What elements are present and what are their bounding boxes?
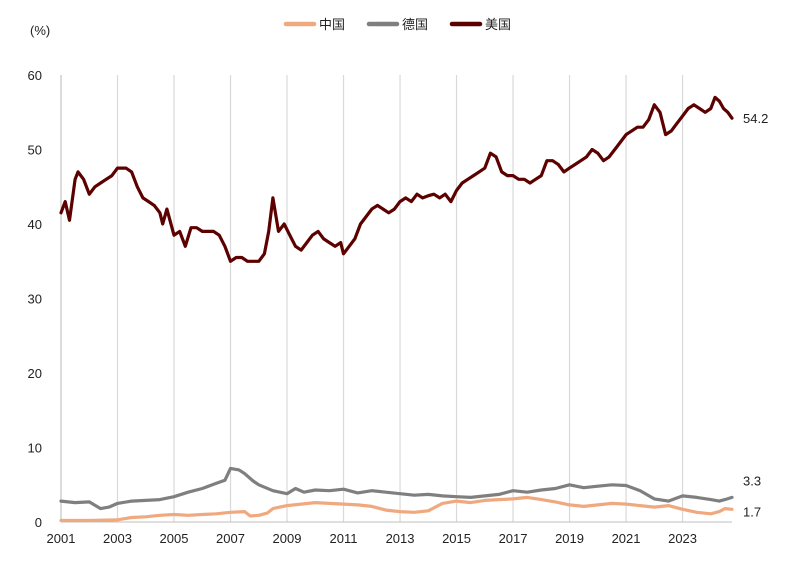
series-line-1 (59, 466, 734, 511)
end-label-1: 3.3 (743, 473, 761, 488)
x-tick-label-2001: 2001 (47, 531, 76, 546)
y-tick-label-40: 40 (28, 217, 42, 232)
end-labels: 1.7 3.3 54.2 (743, 111, 768, 519)
legend-label-1: 德国 (402, 18, 428, 33)
x-tick-label-2015: 2015 (442, 531, 471, 546)
y-tick-label-50: 50 (28, 143, 42, 158)
legend: 中国 德国 美国 (283, 18, 511, 33)
y-tick-label-30: 30 (28, 292, 42, 307)
x-tick-label-2005: 2005 (160, 531, 189, 546)
y-tick-label-10: 10 (28, 441, 42, 456)
y-tick-label-20: 20 (28, 366, 42, 381)
x-tick-label-2007: 2007 (216, 531, 245, 546)
x-tick-label-2013: 2013 (386, 531, 415, 546)
legend-label-2: 美国 (485, 18, 511, 33)
x-tick-label-2017: 2017 (499, 531, 528, 546)
grid-lines (60, 75, 684, 522)
x-tick-label-2021: 2021 (612, 531, 641, 546)
series-line-0 (59, 495, 734, 523)
x-tick-label-2023: 2023 (668, 531, 697, 546)
axes: 0 10 20 30 40 50 60 2001 2003 2005 2007 2009 2011 201… (28, 68, 732, 546)
x-tick-label-2019: 2019 (555, 531, 584, 546)
series-line-2 (59, 95, 734, 263)
y-tick-label-0: 0 (35, 515, 42, 530)
legend-label-0: 中国 (319, 18, 345, 33)
y-tick-label-60: 60 (28, 68, 42, 83)
x-tick-label-2011: 2011 (330, 531, 358, 546)
y-axis-unit-label: (%) (30, 23, 50, 38)
series-lines (59, 95, 734, 523)
end-label-0: 1.7 (743, 504, 761, 519)
x-tick-label-2003: 2003 (103, 531, 132, 546)
end-label-2: 54.2 (743, 111, 768, 126)
x-tick-label-2009: 2009 (273, 531, 302, 546)
